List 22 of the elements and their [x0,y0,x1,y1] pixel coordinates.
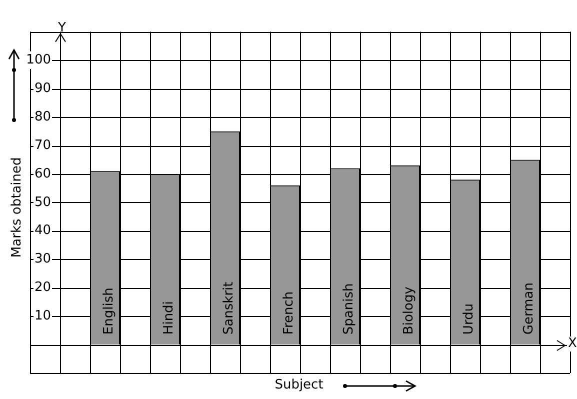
x-tick-label: French [281,291,296,335]
x-axis-title: Subject [274,377,324,392]
y-tick-label: 60 [34,166,51,182]
x-tick-label: Sanskrit [221,282,236,335]
annotation: Y [57,20,66,36]
y-tick-label: 10 [34,308,51,324]
x-tick-label: Urdu [461,303,476,335]
y-axis-title: Marks obtained [9,157,24,258]
x-tick-label: German [521,282,536,335]
y-tick-label: 30 [34,252,51,267]
y-tick-label: 20 [34,280,51,296]
x-tick-label: Hindi [161,301,176,335]
y-tick-label: 50 [34,194,51,210]
y-tick-label: 70 [34,138,51,153]
y-tick-label: 80 [34,109,51,124]
x-tick-label: Spanish [341,283,356,335]
x-tick-label: English [101,288,116,335]
annotation: X [568,336,577,351]
y-tick-label: 40 [34,223,51,238]
y-tick-label: 100 [26,52,51,68]
y-tick-label: 90 [34,81,51,96]
x-tick-label: Biology [401,286,416,335]
